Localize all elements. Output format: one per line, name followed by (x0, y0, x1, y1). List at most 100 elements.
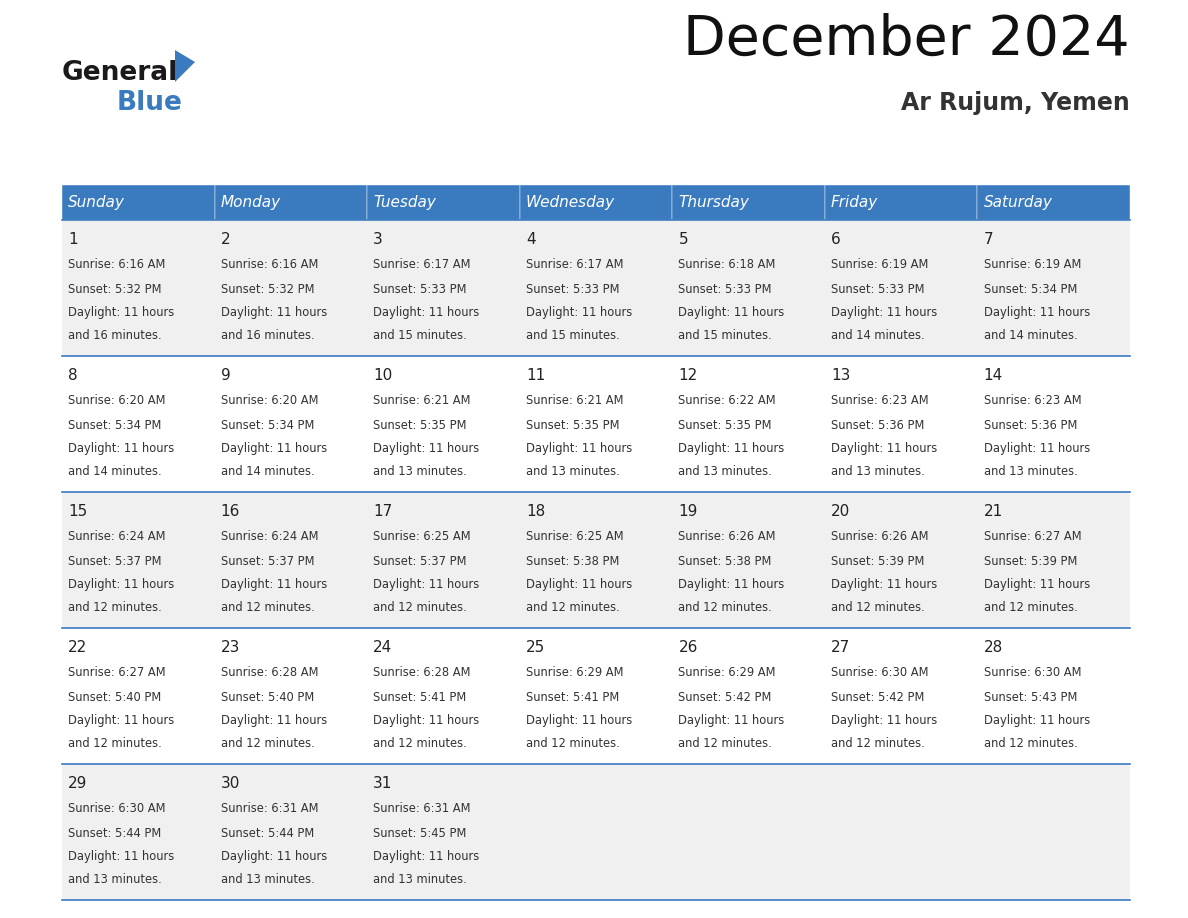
Text: Sunrise: 6:20 AM: Sunrise: 6:20 AM (221, 394, 318, 407)
Text: Sunset: 5:36 PM: Sunset: 5:36 PM (984, 419, 1076, 431)
Text: and 13 minutes.: and 13 minutes. (830, 465, 924, 477)
Text: and 12 minutes.: and 12 minutes. (373, 737, 467, 750)
Text: Sunrise: 6:16 AM: Sunrise: 6:16 AM (221, 258, 318, 271)
Text: Sunrise: 6:23 AM: Sunrise: 6:23 AM (984, 394, 1081, 407)
FancyBboxPatch shape (367, 185, 519, 220)
Text: Daylight: 11 hours: Daylight: 11 hours (830, 713, 937, 727)
Text: Sunrise: 6:30 AM: Sunrise: 6:30 AM (984, 666, 1081, 679)
Text: and 16 minutes.: and 16 minutes. (221, 329, 315, 341)
Text: 9: 9 (221, 368, 230, 383)
Text: Sunset: 5:37 PM: Sunset: 5:37 PM (68, 554, 162, 567)
FancyBboxPatch shape (672, 185, 824, 220)
Text: Sunrise: 6:17 AM: Sunrise: 6:17 AM (373, 258, 470, 271)
Text: and 12 minutes.: and 12 minutes. (221, 600, 315, 614)
Text: Daylight: 11 hours: Daylight: 11 hours (68, 306, 175, 319)
Text: Sunrise: 6:21 AM: Sunrise: 6:21 AM (373, 394, 470, 407)
FancyBboxPatch shape (62, 185, 215, 220)
Text: Daylight: 11 hours: Daylight: 11 hours (373, 442, 480, 454)
Text: and 14 minutes.: and 14 minutes. (984, 329, 1078, 341)
Text: Sunset: 5:32 PM: Sunset: 5:32 PM (68, 283, 162, 296)
Text: Sunset: 5:35 PM: Sunset: 5:35 PM (373, 419, 467, 431)
Text: Daylight: 11 hours: Daylight: 11 hours (526, 306, 632, 319)
Text: Daylight: 11 hours: Daylight: 11 hours (373, 850, 480, 863)
Text: Thursday: Thursday (678, 195, 750, 210)
Text: Monday: Monday (221, 195, 280, 210)
Text: 24: 24 (373, 640, 392, 655)
Text: Sunrise: 6:24 AM: Sunrise: 6:24 AM (68, 530, 165, 543)
Text: General: General (62, 60, 178, 86)
Text: Sunrise: 6:29 AM: Sunrise: 6:29 AM (526, 666, 624, 679)
Text: Daylight: 11 hours: Daylight: 11 hours (830, 577, 937, 590)
Text: 20: 20 (830, 504, 851, 520)
Text: Daylight: 11 hours: Daylight: 11 hours (68, 577, 175, 590)
Text: and 12 minutes.: and 12 minutes. (68, 737, 162, 750)
Polygon shape (175, 50, 195, 82)
Text: 2: 2 (221, 232, 230, 247)
Text: 18: 18 (526, 504, 545, 520)
Bar (62, 628, 1130, 764)
Text: 29: 29 (68, 777, 88, 791)
Text: 15: 15 (68, 504, 88, 520)
Text: Daylight: 11 hours: Daylight: 11 hours (373, 577, 480, 590)
Text: Daylight: 11 hours: Daylight: 11 hours (678, 577, 784, 590)
FancyBboxPatch shape (824, 185, 978, 220)
Text: and 12 minutes.: and 12 minutes. (373, 600, 467, 614)
FancyBboxPatch shape (519, 185, 672, 220)
Text: 12: 12 (678, 368, 697, 383)
Text: Sunrise: 6:26 AM: Sunrise: 6:26 AM (678, 530, 776, 543)
Text: 5: 5 (678, 232, 688, 247)
Text: and 12 minutes.: and 12 minutes. (830, 737, 924, 750)
Text: Daylight: 11 hours: Daylight: 11 hours (373, 713, 480, 727)
Text: and 12 minutes.: and 12 minutes. (984, 600, 1078, 614)
Text: and 13 minutes.: and 13 minutes. (678, 465, 772, 477)
Text: Sunset: 5:41 PM: Sunset: 5:41 PM (373, 690, 467, 703)
Text: Blue: Blue (116, 90, 183, 116)
Text: 30: 30 (221, 777, 240, 791)
Text: Sunrise: 6:31 AM: Sunrise: 6:31 AM (373, 802, 470, 815)
Text: 16: 16 (221, 504, 240, 520)
Text: Sunrise: 6:29 AM: Sunrise: 6:29 AM (678, 666, 776, 679)
Text: Sunset: 5:45 PM: Sunset: 5:45 PM (373, 826, 467, 840)
Text: Sunrise: 6:18 AM: Sunrise: 6:18 AM (678, 258, 776, 271)
Text: Daylight: 11 hours: Daylight: 11 hours (221, 577, 327, 590)
Text: Daylight: 11 hours: Daylight: 11 hours (984, 306, 1089, 319)
Text: 28: 28 (984, 640, 1003, 655)
Text: and 12 minutes.: and 12 minutes. (68, 600, 162, 614)
Text: 7: 7 (984, 232, 993, 247)
Text: Sunrise: 6:19 AM: Sunrise: 6:19 AM (984, 258, 1081, 271)
FancyBboxPatch shape (978, 185, 1130, 220)
Text: and 12 minutes.: and 12 minutes. (830, 600, 924, 614)
Text: and 15 minutes.: and 15 minutes. (526, 329, 620, 341)
Text: Sunset: 5:38 PM: Sunset: 5:38 PM (526, 554, 619, 567)
Text: Sunset: 5:35 PM: Sunset: 5:35 PM (678, 419, 772, 431)
Text: and 15 minutes.: and 15 minutes. (373, 329, 467, 341)
Text: Sunset: 5:37 PM: Sunset: 5:37 PM (221, 554, 314, 567)
Text: Sunset: 5:40 PM: Sunset: 5:40 PM (68, 690, 162, 703)
Text: December 2024: December 2024 (683, 13, 1130, 67)
Text: Sunset: 5:40 PM: Sunset: 5:40 PM (221, 690, 314, 703)
Text: Sunrise: 6:21 AM: Sunrise: 6:21 AM (526, 394, 624, 407)
Text: Daylight: 11 hours: Daylight: 11 hours (984, 442, 1089, 454)
Text: and 12 minutes.: and 12 minutes. (221, 737, 315, 750)
Text: 1: 1 (68, 232, 77, 247)
Text: Wednesday: Wednesday (526, 195, 615, 210)
Bar (62, 356, 1130, 492)
Text: 31: 31 (373, 777, 392, 791)
Text: Sunrise: 6:27 AM: Sunrise: 6:27 AM (984, 530, 1081, 543)
Text: Friday: Friday (830, 195, 878, 210)
Text: Sunset: 5:36 PM: Sunset: 5:36 PM (830, 419, 924, 431)
Text: Sunrise: 6:20 AM: Sunrise: 6:20 AM (68, 394, 165, 407)
Text: Sunset: 5:33 PM: Sunset: 5:33 PM (526, 283, 619, 296)
Text: Daylight: 11 hours: Daylight: 11 hours (221, 306, 327, 319)
Text: Daylight: 11 hours: Daylight: 11 hours (526, 442, 632, 454)
Text: and 13 minutes.: and 13 minutes. (373, 465, 467, 477)
Text: Sunrise: 6:23 AM: Sunrise: 6:23 AM (830, 394, 929, 407)
Text: 19: 19 (678, 504, 697, 520)
Text: Saturday: Saturday (984, 195, 1053, 210)
Text: 8: 8 (68, 368, 77, 383)
Text: Sunset: 5:41 PM: Sunset: 5:41 PM (526, 690, 619, 703)
Text: Sunrise: 6:25 AM: Sunrise: 6:25 AM (373, 530, 470, 543)
Text: Sunrise: 6:19 AM: Sunrise: 6:19 AM (830, 258, 928, 271)
Text: and 12 minutes.: and 12 minutes. (526, 600, 620, 614)
Text: and 12 minutes.: and 12 minutes. (678, 600, 772, 614)
